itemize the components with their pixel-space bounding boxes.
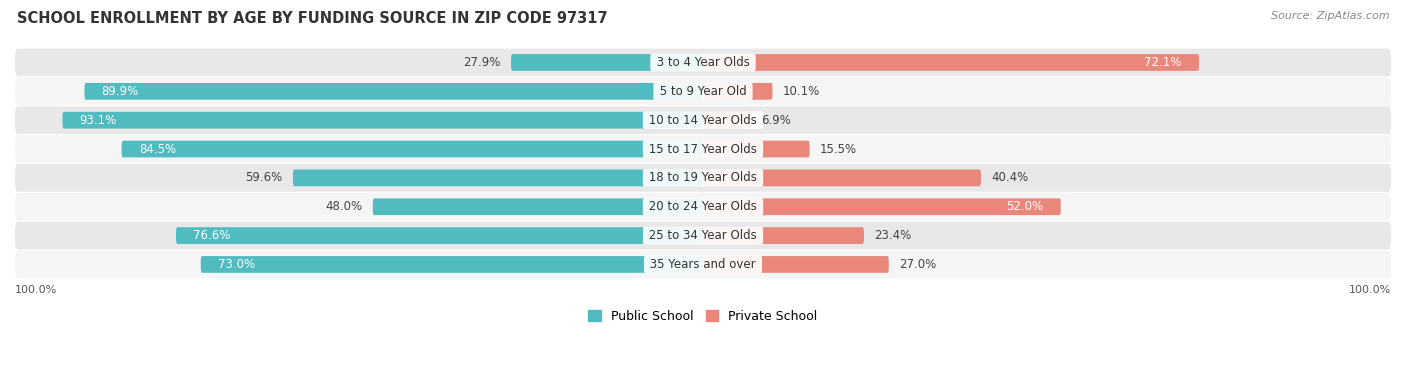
FancyBboxPatch shape: [703, 227, 865, 244]
Text: 27.0%: 27.0%: [898, 258, 936, 271]
FancyBboxPatch shape: [703, 141, 810, 158]
Text: SCHOOL ENROLLMENT BY AGE BY FUNDING SOURCE IN ZIP CODE 97317: SCHOOL ENROLLMENT BY AGE BY FUNDING SOUR…: [17, 11, 607, 26]
Text: 5 to 9 Year Old: 5 to 9 Year Old: [655, 85, 751, 98]
Text: 10 to 14 Year Olds: 10 to 14 Year Olds: [645, 114, 761, 127]
Text: 59.6%: 59.6%: [246, 172, 283, 184]
Text: 20 to 24 Year Olds: 20 to 24 Year Olds: [645, 200, 761, 213]
Text: 73.0%: 73.0%: [218, 258, 254, 271]
Text: 100.0%: 100.0%: [1348, 285, 1391, 295]
Text: 10.1%: 10.1%: [783, 85, 820, 98]
Text: 52.0%: 52.0%: [1007, 200, 1043, 213]
Text: Source: ZipAtlas.com: Source: ZipAtlas.com: [1271, 11, 1389, 21]
FancyBboxPatch shape: [703, 112, 751, 129]
FancyBboxPatch shape: [176, 227, 703, 244]
FancyBboxPatch shape: [84, 83, 703, 100]
FancyBboxPatch shape: [15, 251, 1391, 278]
FancyBboxPatch shape: [15, 106, 1391, 134]
FancyBboxPatch shape: [703, 83, 772, 100]
FancyBboxPatch shape: [122, 141, 703, 158]
Text: 76.6%: 76.6%: [193, 229, 231, 242]
FancyBboxPatch shape: [373, 198, 703, 215]
Text: 100.0%: 100.0%: [15, 285, 58, 295]
FancyBboxPatch shape: [62, 112, 703, 129]
Text: 27.9%: 27.9%: [464, 56, 501, 69]
Text: 18 to 19 Year Olds: 18 to 19 Year Olds: [645, 172, 761, 184]
Text: 40.4%: 40.4%: [991, 172, 1029, 184]
FancyBboxPatch shape: [703, 256, 889, 273]
Text: 15.5%: 15.5%: [820, 143, 858, 156]
Text: 72.1%: 72.1%: [1144, 56, 1182, 69]
Text: 89.9%: 89.9%: [101, 85, 139, 98]
Text: 35 Years and over: 35 Years and over: [647, 258, 759, 271]
Text: 6.9%: 6.9%: [761, 114, 790, 127]
FancyBboxPatch shape: [15, 78, 1391, 105]
FancyBboxPatch shape: [15, 135, 1391, 163]
FancyBboxPatch shape: [510, 54, 703, 71]
FancyBboxPatch shape: [15, 222, 1391, 250]
FancyBboxPatch shape: [15, 164, 1391, 192]
FancyBboxPatch shape: [703, 198, 1060, 215]
Text: 48.0%: 48.0%: [325, 200, 363, 213]
FancyBboxPatch shape: [15, 49, 1391, 76]
Text: 25 to 34 Year Olds: 25 to 34 Year Olds: [645, 229, 761, 242]
Text: 23.4%: 23.4%: [875, 229, 911, 242]
Text: 3 to 4 Year Olds: 3 to 4 Year Olds: [652, 56, 754, 69]
Legend: Public School, Private School: Public School, Private School: [583, 305, 823, 328]
Text: 93.1%: 93.1%: [80, 114, 117, 127]
FancyBboxPatch shape: [15, 193, 1391, 221]
Text: 15 to 17 Year Olds: 15 to 17 Year Olds: [645, 143, 761, 156]
Text: 84.5%: 84.5%: [139, 143, 176, 156]
FancyBboxPatch shape: [703, 170, 981, 186]
FancyBboxPatch shape: [292, 170, 703, 186]
FancyBboxPatch shape: [201, 256, 703, 273]
FancyBboxPatch shape: [703, 54, 1199, 71]
